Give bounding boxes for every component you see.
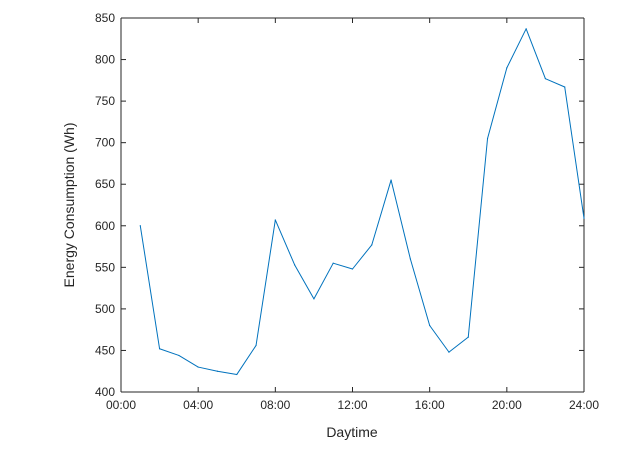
data-point (448, 351, 450, 353)
data-point (216, 370, 219, 372)
data-point (409, 258, 411, 260)
x-axis-label: Daytime (326, 424, 378, 440)
x-tick-label: 12:00 (337, 398, 367, 412)
x-tick-label: 24:00 (569, 398, 599, 412)
series-line (139, 28, 585, 376)
y-tick-label: 750 (95, 94, 115, 108)
data-point (544, 78, 547, 80)
data-point (429, 324, 431, 327)
data-point (371, 244, 373, 246)
data-point (467, 336, 469, 338)
y-axis-label: Energy Consumption (Wh) (61, 123, 77, 288)
data-point (583, 217, 585, 219)
data-point (294, 264, 296, 266)
data-point (197, 366, 199, 368)
data-point (351, 268, 354, 270)
data-point (486, 137, 489, 140)
y-tick-label: 700 (95, 136, 115, 150)
y-tick-label: 450 (95, 343, 115, 357)
x-axis-ticks: 00:00 04:00 08:00 12:00 16:00 20:00 24:00 (106, 18, 599, 412)
x-tick-label: 16:00 (415, 398, 445, 412)
y-tick-label: 850 (95, 11, 115, 25)
y-tick-label: 600 (95, 219, 115, 233)
data-point (564, 86, 566, 88)
y-tick-label: 800 (95, 53, 115, 67)
data-point (255, 344, 257, 347)
y-tick-label: 500 (95, 302, 115, 316)
y-tick-label: 400 (95, 385, 115, 399)
y-tick-label: 550 (95, 260, 115, 274)
y-tick-label: 650 (95, 177, 115, 191)
data-point (506, 67, 508, 69)
data-point (525, 28, 527, 30)
data-point (236, 373, 238, 376)
data-point (178, 354, 180, 357)
data-point (139, 225, 141, 227)
data-point (313, 298, 315, 300)
x-tick-label: 04:00 (183, 398, 213, 412)
data-point (274, 219, 276, 221)
x-tick-label: 20:00 (492, 398, 522, 412)
plot-area (121, 18, 584, 392)
data-point (390, 179, 392, 181)
x-tick-label: 08:00 (260, 398, 290, 412)
data-point (332, 262, 334, 264)
x-tick-label: 00:00 (106, 398, 136, 412)
data-point (158, 348, 161, 350)
y-axis-ticks: 400 450 500 550 600 650 700 750 800 850 (95, 11, 584, 399)
series-layer (139, 28, 585, 376)
